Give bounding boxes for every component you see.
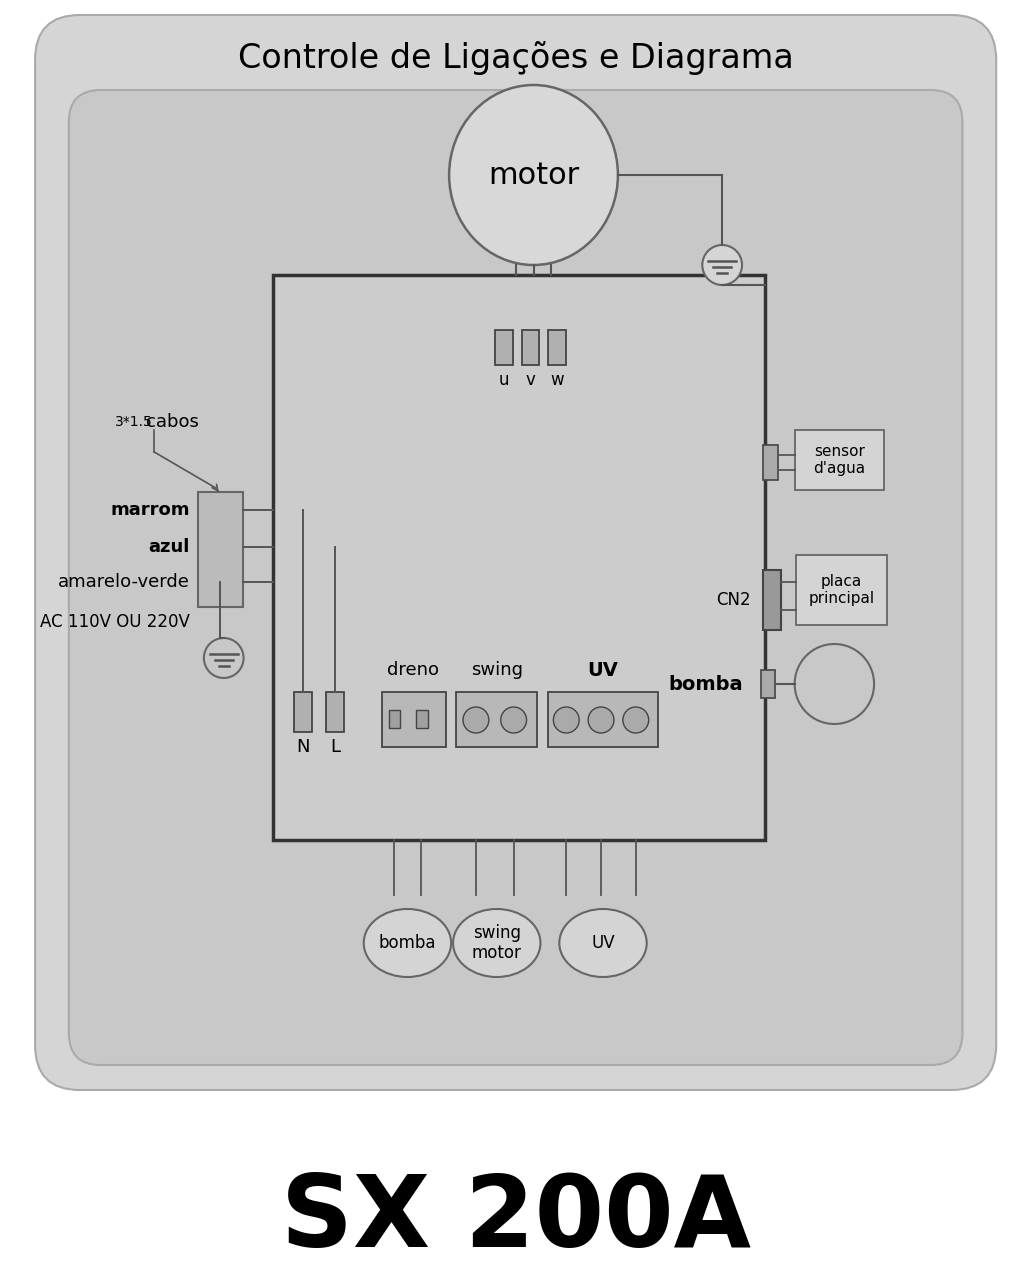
Text: 3*1.5: 3*1.5 [115, 415, 153, 429]
Text: CN2: CN2 [717, 591, 751, 609]
Bar [763, 446, 778, 480]
Text: UV: UV [591, 933, 614, 951]
Circle shape [501, 707, 526, 733]
Circle shape [204, 638, 244, 678]
Text: UV: UV [588, 660, 618, 679]
Circle shape [463, 707, 488, 733]
Bar [761, 670, 775, 698]
Bar [382, 692, 446, 747]
Text: amarelo-verde: amarelo-verde [58, 573, 190, 591]
Text: dreno: dreno [387, 661, 439, 679]
Bar [294, 692, 312, 732]
Text: motor: motor [487, 160, 580, 190]
Bar [521, 330, 540, 365]
Bar [388, 710, 400, 728]
Text: w: w [551, 371, 564, 389]
Bar [549, 330, 566, 365]
Text: placa
principal: placa principal [808, 574, 874, 606]
Text: SX 200A: SX 200A [281, 1171, 751, 1269]
Ellipse shape [453, 909, 541, 977]
Bar [198, 492, 243, 607]
Circle shape [795, 645, 874, 724]
Text: azul: azul [148, 538, 190, 556]
Bar [417, 710, 428, 728]
Text: u: u [499, 371, 509, 389]
Ellipse shape [450, 85, 617, 265]
Text: bomba: bomba [669, 674, 743, 693]
Circle shape [588, 707, 614, 733]
Text: AC 110V OU 220V: AC 110V OU 220V [40, 612, 190, 630]
Bar [273, 275, 765, 840]
Text: marrom: marrom [111, 501, 190, 519]
FancyBboxPatch shape [69, 90, 963, 1064]
Circle shape [623, 707, 648, 733]
FancyBboxPatch shape [35, 15, 996, 1090]
Bar [456, 692, 538, 747]
Text: v: v [525, 371, 536, 389]
Text: swing: swing [471, 661, 523, 679]
Text: sensor
d'agua: sensor d'agua [813, 444, 865, 476]
Bar [763, 570, 780, 630]
Bar [796, 555, 887, 625]
Bar [326, 692, 344, 732]
Ellipse shape [364, 909, 452, 977]
Bar [495, 330, 513, 365]
Text: L: L [330, 738, 340, 756]
Ellipse shape [559, 909, 647, 977]
Text: cabos: cabos [146, 413, 199, 431]
Circle shape [553, 707, 580, 733]
Bar [795, 430, 884, 490]
Text: N: N [296, 738, 310, 756]
Text: swing
motor: swing motor [472, 923, 521, 963]
Circle shape [702, 245, 742, 285]
Text: Controle de Ligações e Diagrama: Controle de Ligações e Diagrama [238, 41, 794, 74]
Text: bomba: bomba [379, 933, 436, 951]
Bar [549, 692, 657, 747]
